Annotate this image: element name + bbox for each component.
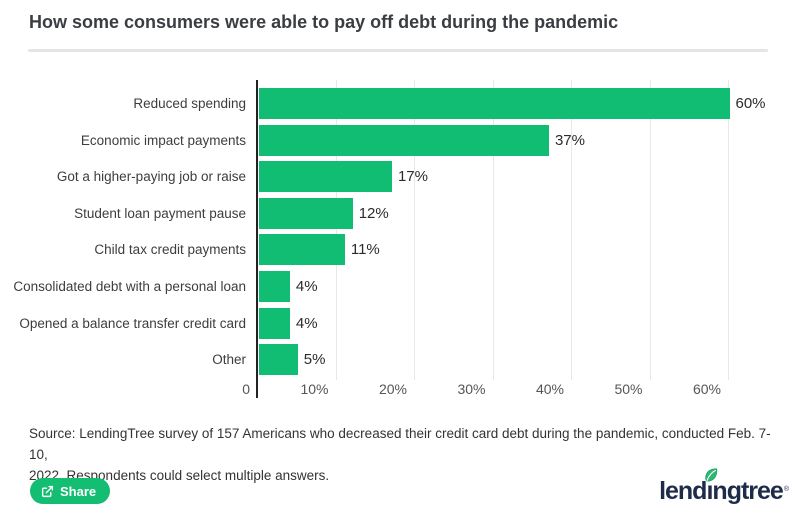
gridline bbox=[492, 80, 494, 380]
x-axis-tick-label: 50% bbox=[614, 381, 643, 397]
gridline bbox=[571, 80, 572, 380]
x-axis-tick-label: 60% bbox=[692, 381, 721, 397]
bar bbox=[258, 234, 345, 266]
bar bbox=[258, 124, 549, 156]
leaf-icon bbox=[705, 468, 718, 482]
gridline bbox=[414, 80, 415, 380]
source-line: Source: LendingTree survey of 157 Americ… bbox=[29, 426, 771, 462]
bar bbox=[258, 161, 392, 193]
bar bbox=[258, 344, 298, 376]
bar bbox=[258, 197, 353, 229]
category-label: Student loan payment pause bbox=[74, 205, 246, 221]
value-label: 4% bbox=[295, 314, 318, 332]
category-label: Economic impact payments bbox=[80, 132, 246, 148]
x-axis-tick-label: 40% bbox=[535, 381, 564, 397]
x-axis-tick-label: 30% bbox=[457, 381, 486, 397]
value-label: 37% bbox=[554, 131, 585, 149]
x-axis-tick-label: 10% bbox=[300, 381, 329, 397]
share-icon bbox=[41, 485, 54, 498]
bar bbox=[258, 88, 730, 119]
y-axis-line bbox=[255, 80, 258, 398]
logo-text-part: ngtree bbox=[712, 477, 783, 505]
gridline bbox=[649, 80, 651, 380]
lendingtree-logo: lend ı ngtree ® bbox=[659, 468, 789, 511]
bar-chart: 0 10% 20% 30% 40% 50% 60% Reduced spending 60% Ec… bbox=[0, 78, 795, 408]
value-label: 60% bbox=[735, 95, 766, 112]
gridline bbox=[335, 80, 337, 380]
value-label: 4% bbox=[295, 278, 318, 295]
x-axis-tick-label: 0 bbox=[242, 381, 250, 397]
category-label: Opened a balance transfer credit card bbox=[19, 315, 246, 331]
category-label: Reduced spending bbox=[133, 96, 246, 111]
share-button-label: Share bbox=[60, 483, 97, 499]
bar bbox=[258, 307, 290, 339]
category-label: Child tax credit payments bbox=[94, 242, 246, 258]
category-label: Consolidated debt with a personal loan bbox=[13, 279, 246, 294]
x-axis-tick-label: 20% bbox=[378, 381, 407, 397]
title-divider bbox=[28, 49, 768, 52]
logo-text-part: lend bbox=[659, 477, 707, 505]
bar bbox=[258, 271, 290, 302]
value-label: 17% bbox=[397, 168, 428, 186]
chart-title: How some consumers were able to pay off … bbox=[29, 12, 619, 32]
registered-trademark: ® bbox=[783, 486, 789, 493]
value-label: 12% bbox=[358, 204, 389, 222]
logo-i-with-leaf: ı bbox=[705, 468, 718, 505]
share-button[interactable]: Share bbox=[30, 478, 111, 504]
value-label: 11% bbox=[350, 241, 380, 259]
category-label: Other bbox=[212, 352, 246, 368]
value-label: 5% bbox=[303, 351, 326, 369]
category-label: Got a higher-paying job or raise bbox=[56, 169, 246, 185]
gridline bbox=[728, 80, 729, 380]
